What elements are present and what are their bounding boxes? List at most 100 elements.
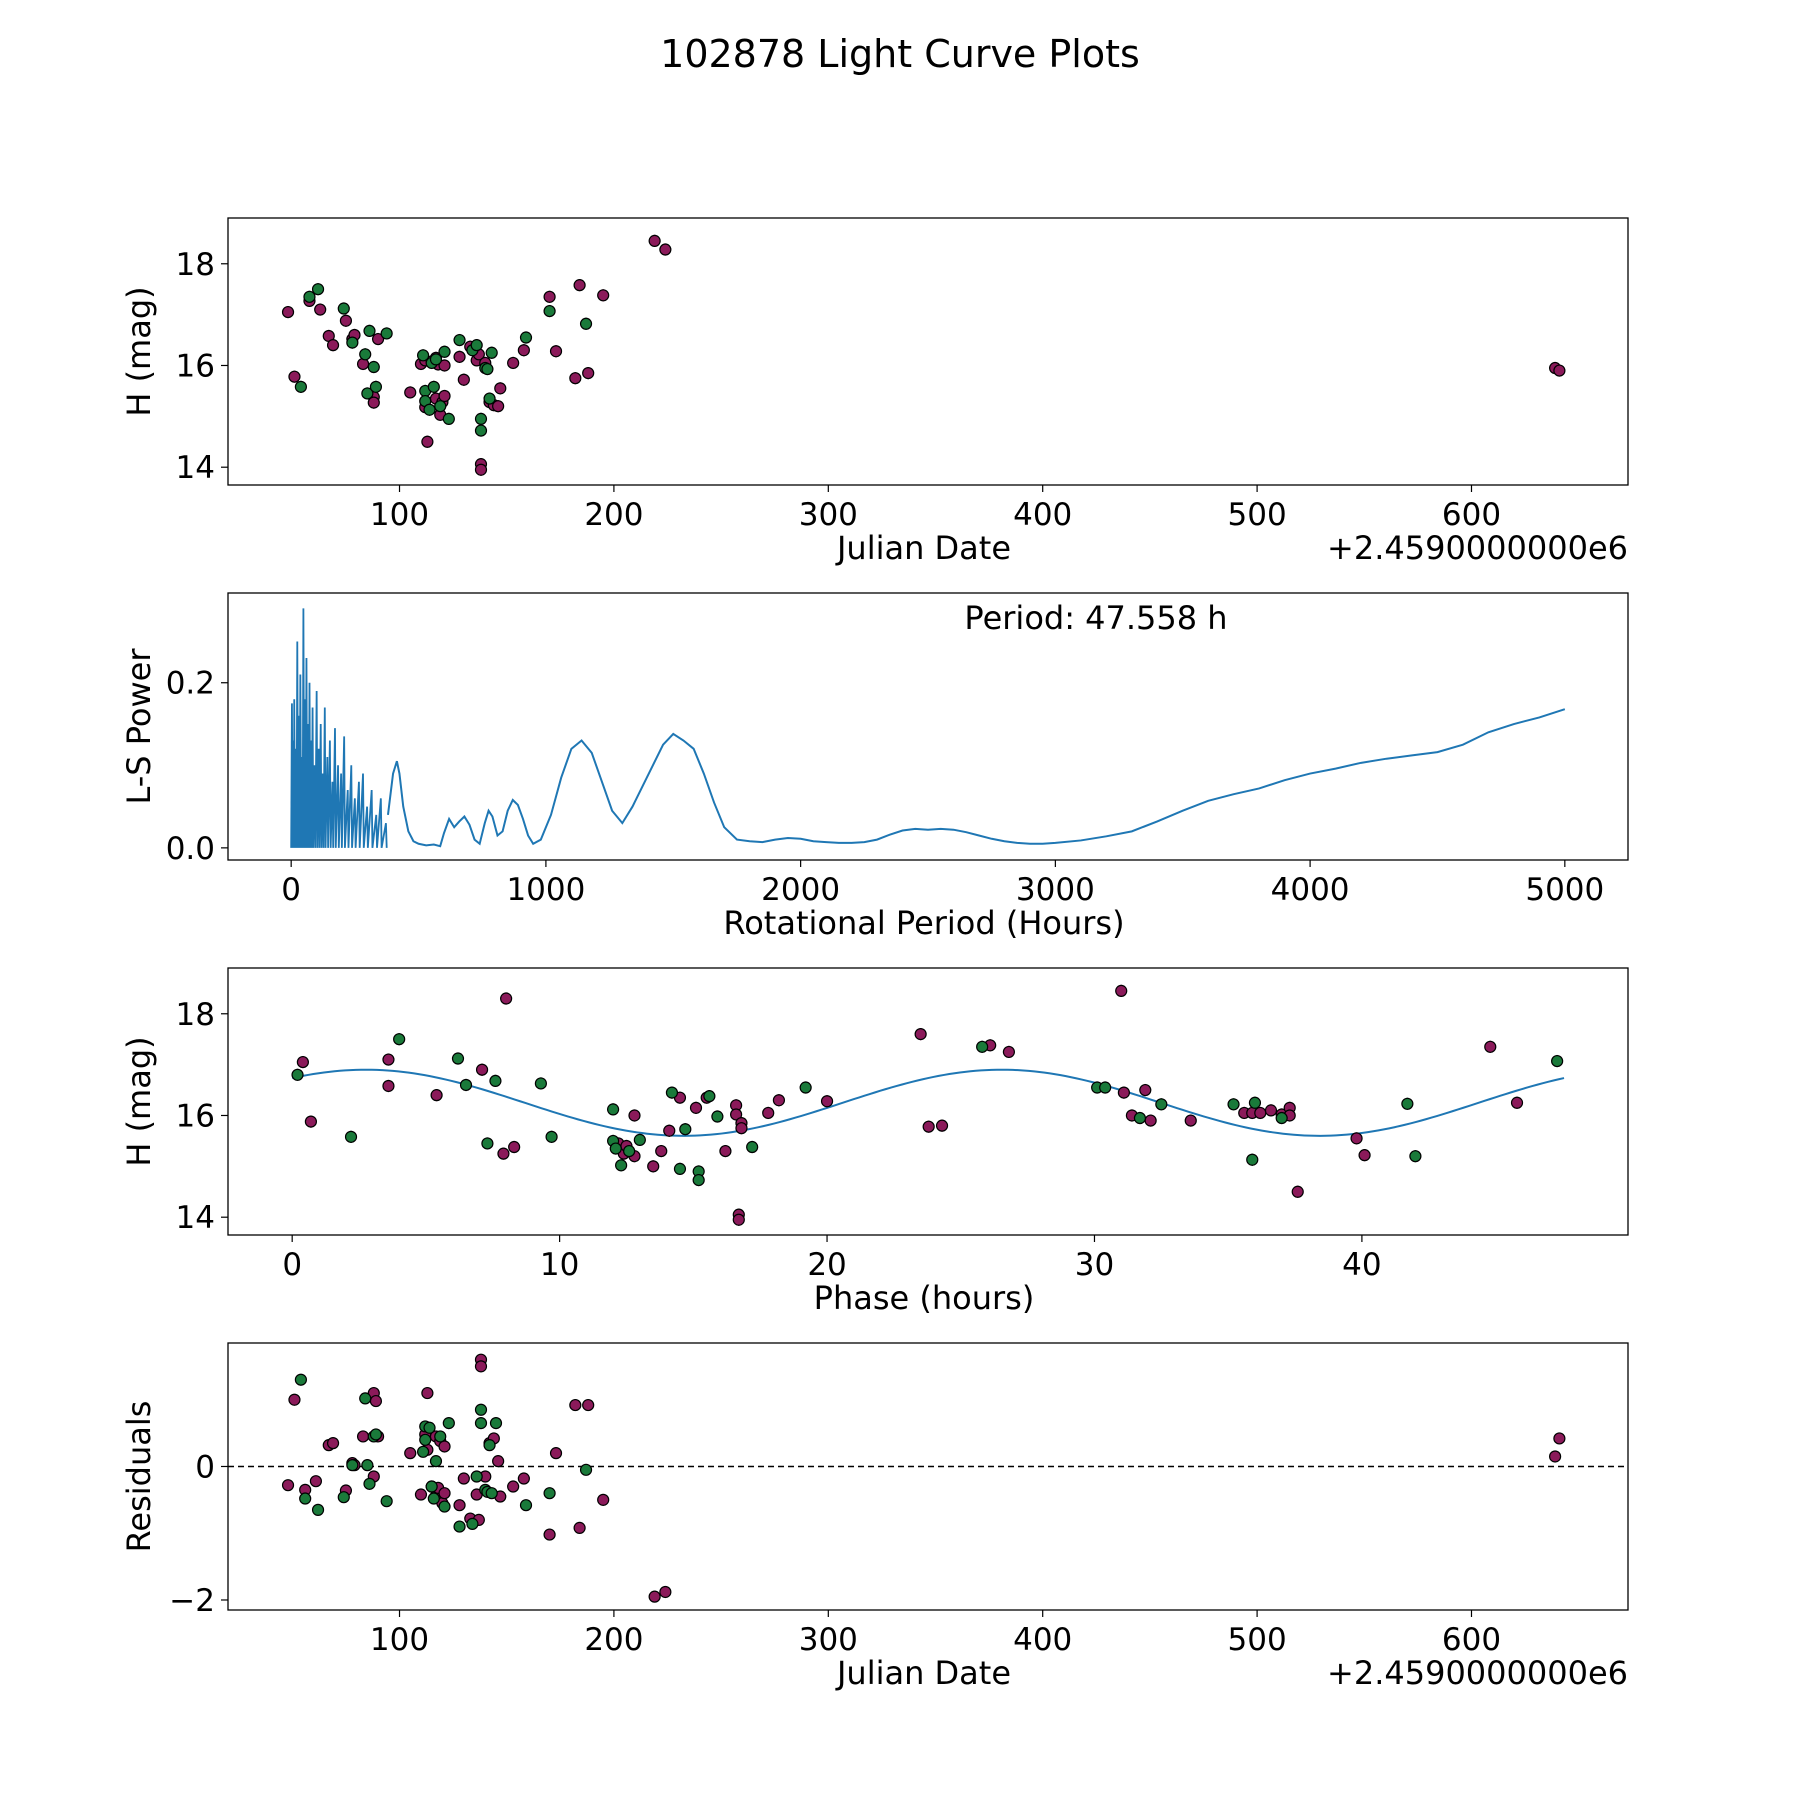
phased-point-b bbox=[976, 1040, 989, 1053]
residuals-point-a bbox=[438, 1487, 451, 1500]
periodogram-x-axis-label: Rotational Period (Hours) bbox=[723, 904, 1124, 942]
lightcurve-y-tick-label: 16 bbox=[176, 348, 215, 384]
lightcurve-point-a bbox=[569, 372, 582, 385]
lightcurve-point-b bbox=[434, 400, 447, 413]
residuals-x-tick-label: 300 bbox=[799, 1622, 858, 1658]
phased-point-a bbox=[663, 1124, 676, 1137]
residuals-point-b bbox=[483, 1439, 496, 1452]
lightcurve-point-b bbox=[363, 324, 376, 338]
residuals-point-b bbox=[416, 1445, 430, 1458]
lightcurve-offset-label: +2.4590000000e6 bbox=[1327, 529, 1628, 567]
phased-point-b bbox=[799, 1081, 812, 1094]
lightcurve-point-b bbox=[427, 380, 440, 393]
residuals-point-b bbox=[311, 1503, 325, 1516]
lightcurve-point-b bbox=[359, 348, 372, 361]
residuals-point-a bbox=[659, 1585, 672, 1599]
residuals-point-b bbox=[427, 1492, 440, 1505]
phased-point-a bbox=[647, 1160, 660, 1173]
phased-point-a bbox=[1510, 1096, 1524, 1109]
phased-point-b bbox=[1248, 1096, 1262, 1109]
phased-point-b bbox=[711, 1110, 724, 1123]
residuals-y-axis-label: Residuals bbox=[120, 1401, 158, 1553]
lightcurve-point-b bbox=[429, 353, 443, 366]
phased-point-b bbox=[1227, 1098, 1240, 1111]
phased-point-a bbox=[655, 1144, 668, 1158]
phased-point-b bbox=[692, 1173, 705, 1187]
phased-point-b bbox=[393, 1033, 406, 1046]
lightcurve-point-a bbox=[474, 463, 488, 476]
phased-point-b bbox=[1246, 1153, 1259, 1166]
phased-point-b bbox=[451, 1052, 465, 1065]
residuals-point-b bbox=[299, 1492, 312, 1505]
lightcurve-x-tick-label: 600 bbox=[1442, 497, 1501, 533]
lightcurve-point-b bbox=[337, 302, 350, 315]
lightcurve-y-tick-label: 18 bbox=[176, 247, 215, 283]
lightcurve-y-axis-label: H (mag) bbox=[120, 286, 158, 416]
residuals-point-a bbox=[648, 1590, 661, 1603]
residuals-point-a bbox=[309, 1475, 323, 1488]
lightcurve-point-a bbox=[457, 373, 470, 386]
phased-point-a bbox=[922, 1120, 935, 1133]
lightcurve-point-a bbox=[597, 289, 610, 302]
residuals-point-a bbox=[288, 1393, 301, 1406]
phased-point-b bbox=[746, 1140, 759, 1154]
phased-point-a bbox=[475, 1063, 489, 1076]
residuals-x-axis-label: Julian Date bbox=[835, 1654, 1011, 1692]
phased-point-b bbox=[607, 1103, 620, 1116]
lightcurve-plot-area bbox=[281, 234, 1566, 476]
residuals-point-b bbox=[361, 1459, 374, 1472]
residuals-point-a bbox=[549, 1447, 563, 1460]
lightcurve-x-tick-label: 300 bbox=[799, 497, 858, 533]
residuals-point-a bbox=[453, 1499, 466, 1512]
residuals-point-a bbox=[543, 1528, 556, 1541]
periodogram-x-tick-label: 5000 bbox=[1525, 872, 1604, 908]
residuals-point-a bbox=[326, 1437, 340, 1450]
residuals-offset-label: +2.4590000000e6 bbox=[1327, 1654, 1628, 1692]
residuals-point-a bbox=[404, 1447, 417, 1460]
periodogram-plot-area bbox=[290, 608, 1566, 849]
periodogram-power-curve bbox=[386, 708, 1566, 848]
lightcurve-point-b bbox=[474, 424, 488, 437]
residuals-x-tick-label: 400 bbox=[1013, 1622, 1072, 1658]
lightcurve-point-a bbox=[507, 356, 520, 370]
phased-point-a bbox=[1358, 1149, 1371, 1162]
phased-plot-area bbox=[291, 984, 1565, 1226]
lightcurve-point-a bbox=[371, 332, 385, 346]
residuals-x-tick-label: 600 bbox=[1442, 1622, 1501, 1658]
phased-point-a bbox=[1350, 1132, 1363, 1145]
lightcurve-point-a bbox=[543, 290, 556, 303]
periodogram-x-tick-label: 4000 bbox=[1271, 872, 1350, 908]
residuals-point-b bbox=[369, 1428, 383, 1441]
lightcurve-point-b bbox=[470, 339, 483, 352]
phased-point-b bbox=[545, 1130, 558, 1143]
phased-point-a bbox=[508, 1140, 521, 1154]
residuals-point-b bbox=[474, 1416, 488, 1430]
residuals-point-a bbox=[507, 1480, 520, 1493]
residuals-point-a bbox=[414, 1488, 428, 1501]
lightcurve-point-a bbox=[659, 243, 672, 256]
residuals-point-b bbox=[466, 1517, 479, 1530]
residuals-point-a bbox=[597, 1493, 610, 1506]
phased-point-a bbox=[935, 1119, 949, 1132]
phased-point-b bbox=[481, 1137, 494, 1150]
lightcurve-point-a bbox=[367, 396, 380, 409]
phased-point-a bbox=[1117, 1086, 1130, 1099]
phased-point-a bbox=[382, 1053, 395, 1066]
lightcurve-point-b bbox=[367, 360, 380, 374]
residuals-point-a bbox=[582, 1398, 595, 1412]
residuals-point-a bbox=[492, 1455, 505, 1468]
periodogram-y-tick-label: 0.2 bbox=[166, 666, 215, 702]
phased-y-tick-label: 16 bbox=[176, 1098, 215, 1134]
phased-point-a bbox=[382, 1079, 395, 1093]
lightcurve-x-tick-label: 200 bbox=[584, 497, 643, 533]
lightcurve-point-b bbox=[483, 392, 496, 405]
residuals-point-a bbox=[569, 1398, 582, 1412]
lightcurve-point-a bbox=[648, 234, 661, 247]
lightcurve-frame bbox=[227, 217, 1629, 486]
phased-point-a bbox=[1254, 1106, 1267, 1120]
phased-fit-curve bbox=[291, 1068, 1565, 1137]
residuals-x-tick-label: 500 bbox=[1228, 1622, 1287, 1658]
lightcurve-point-a bbox=[492, 400, 505, 413]
periodogram-panel: 0 1000 2000 3000 4000 5000 0.0 0.2 Rotational Pe… bbox=[120, 592, 1629, 942]
phased-point-b bbox=[623, 1144, 636, 1158]
